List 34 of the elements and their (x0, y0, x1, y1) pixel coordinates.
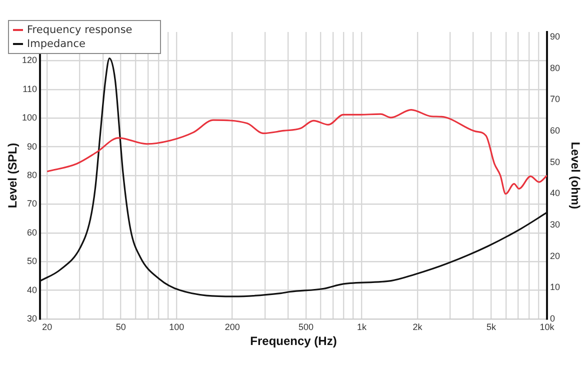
y-tick-label: 50 (26, 256, 37, 266)
x-axis-title: Frequency (Hz) (250, 334, 337, 348)
y2-tick-label: 70 (550, 94, 560, 104)
y-tick-label: 110 (22, 84, 37, 94)
x-tick-label: 20 (42, 322, 52, 332)
y-tick-label: 90 (26, 141, 37, 152)
y2-tick-label: 50 (550, 156, 560, 167)
y2-tick-label: 10 (550, 282, 560, 292)
y-axis-title: Level (SPL) (6, 142, 20, 208)
y2-axis-title: Level (ohm) (568, 142, 582, 210)
y-tick-label: 100 (22, 112, 37, 123)
y2-tick-label: 80 (550, 62, 560, 73)
y2-tick-label: 60 (550, 125, 560, 136)
x-tick-label: 200 (224, 322, 240, 332)
x-tick-label: 10k (540, 322, 555, 332)
x-tick-label: 100 (169, 322, 184, 332)
x-tick-label: 500 (298, 322, 314, 332)
legend-label: Impedance (27, 38, 86, 50)
y2-tick-label: 0 (550, 313, 556, 324)
x-tick-label: 5k (486, 322, 496, 332)
y2-tick-label: 30 (550, 219, 560, 230)
y2-tick-label: 90 (550, 31, 560, 42)
y-tick-label: 70 (26, 198, 37, 209)
legend-label: Frequency response (27, 24, 132, 36)
y-tick-label: 60 (26, 227, 37, 238)
y2-tick-label: 40 (550, 188, 560, 198)
y-tick-label: 40 (26, 284, 37, 295)
y-tick-label: 30 (26, 313, 37, 324)
x-tick-label: 1k (357, 322, 368, 332)
x-tick-label: 50 (116, 322, 126, 332)
x-tick-label: 2k (412, 322, 423, 332)
y2-tick-label: 20 (550, 250, 560, 261)
y-tick-label: 120 (22, 55, 37, 66)
y-tick-label: 80 (26, 170, 37, 180)
